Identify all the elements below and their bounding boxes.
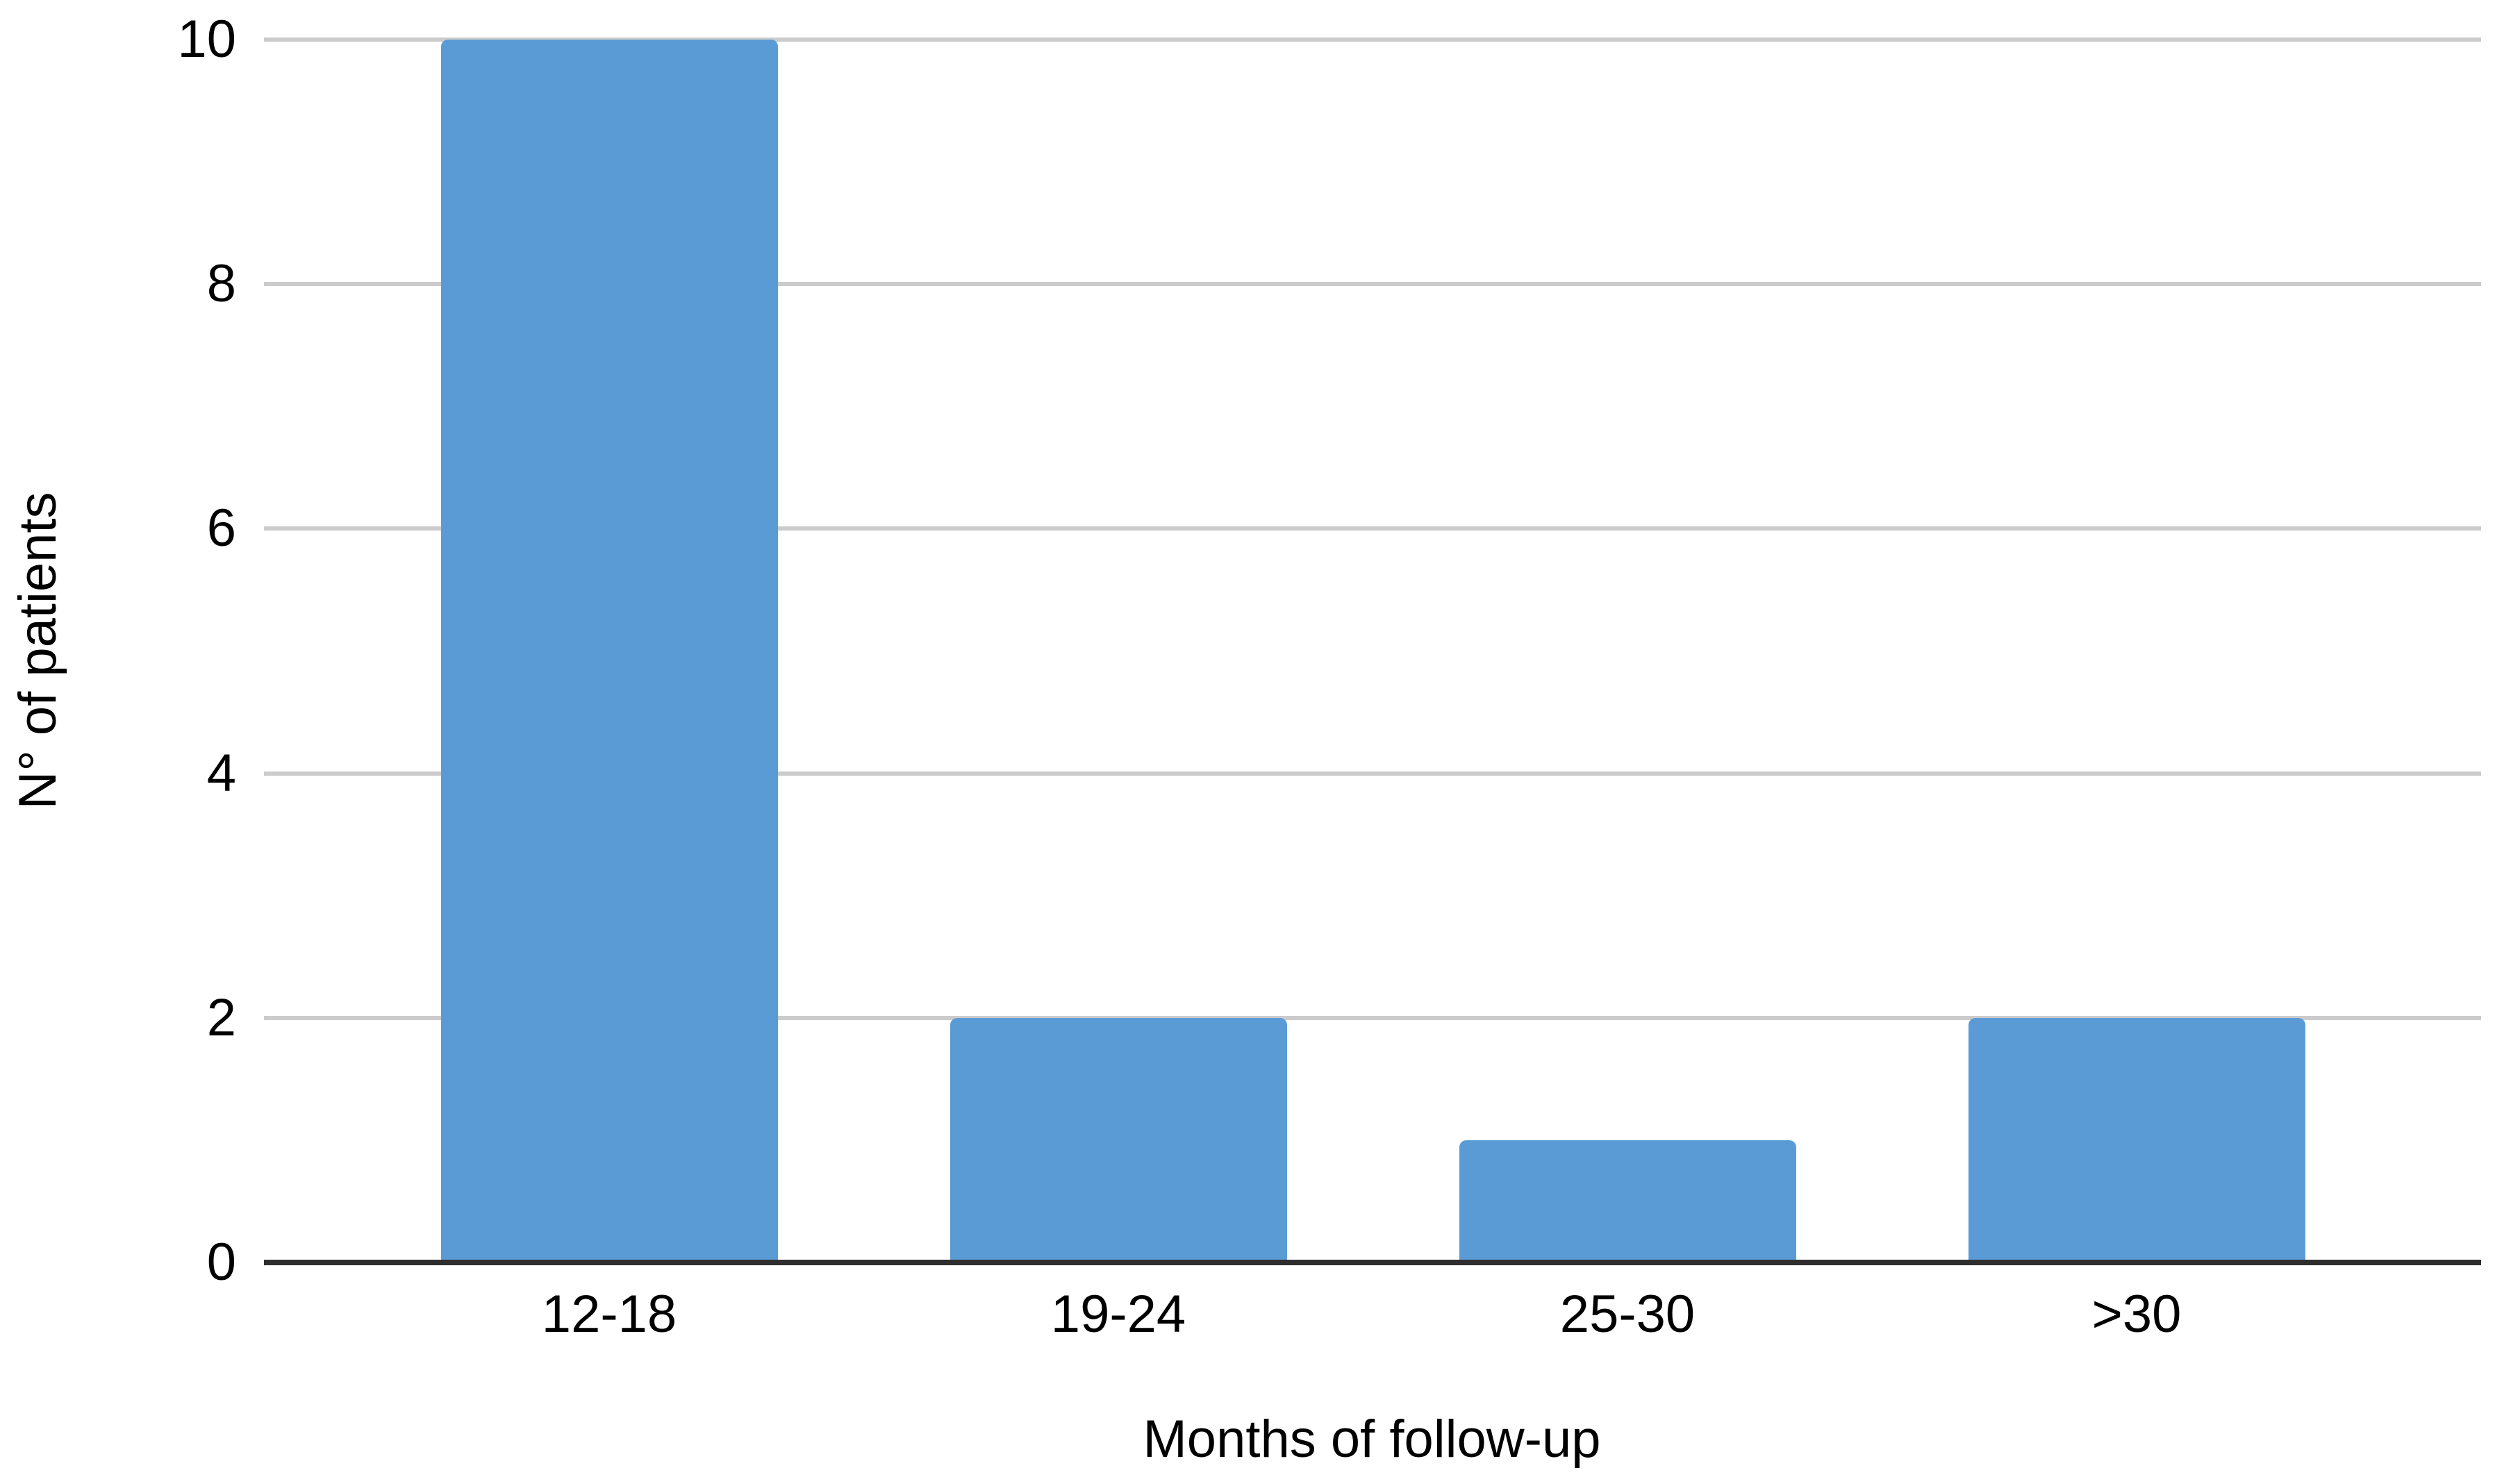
x-tick-label-25-30: 25-30 bbox=[1559, 1285, 1696, 1344]
y-tick-label-0: 0 bbox=[206, 1233, 236, 1292]
gridline-y-8 bbox=[264, 282, 2481, 287]
y-tick-label-2: 2 bbox=[206, 987, 236, 1047]
bar-12-18 bbox=[440, 40, 778, 1262]
gridline-y-10 bbox=[264, 37, 2481, 42]
plot-area bbox=[264, 37, 2481, 1265]
x-tick-label-19-24: 19-24 bbox=[1050, 1285, 1186, 1344]
gridline-y-6 bbox=[264, 526, 2481, 531]
x-tick-label-12-18: 12-18 bbox=[541, 1285, 677, 1344]
y-tick-label-10: 10 bbox=[177, 10, 236, 69]
y-tick-label-6: 6 bbox=[206, 499, 236, 558]
bar->30 bbox=[1968, 1017, 2305, 1262]
x-axis-title: Months of follow-up bbox=[1143, 1410, 1601, 1469]
gridline-y-4 bbox=[264, 771, 2481, 776]
x-axis-line bbox=[264, 1260, 2481, 1265]
bar-25-30 bbox=[1459, 1140, 1796, 1262]
x-tick-label->30: >30 bbox=[2091, 1285, 2182, 1344]
y-tick-label-8: 8 bbox=[206, 254, 236, 314]
y-tick-label-4: 4 bbox=[206, 743, 236, 803]
bar-19-24 bbox=[950, 1017, 1287, 1262]
gridline-y-2 bbox=[264, 1015, 2481, 1020]
